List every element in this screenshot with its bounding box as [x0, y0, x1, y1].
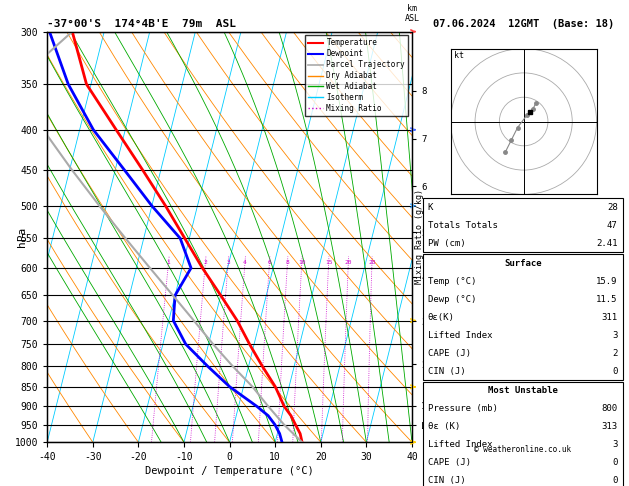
- Text: Surface: Surface: [504, 259, 542, 268]
- Text: 2: 2: [204, 260, 208, 265]
- Text: © weatheronline.co.uk: © weatheronline.co.uk: [474, 445, 571, 454]
- Text: Lifted Index: Lifted Index: [428, 330, 493, 340]
- Text: 10: 10: [298, 260, 306, 265]
- Text: CAPE (J): CAPE (J): [428, 458, 470, 468]
- Text: 1: 1: [167, 260, 170, 265]
- Text: 0: 0: [612, 458, 618, 468]
- Text: 15.9: 15.9: [596, 277, 618, 286]
- Text: km
ASL: km ASL: [404, 4, 420, 23]
- Text: 311: 311: [601, 312, 618, 322]
- Text: θε (K): θε (K): [428, 422, 460, 432]
- Text: 28: 28: [368, 260, 376, 265]
- Text: 2.41: 2.41: [596, 239, 618, 248]
- Text: 4: 4: [243, 260, 247, 265]
- Text: CIN (J): CIN (J): [428, 476, 465, 486]
- Text: Pressure (mb): Pressure (mb): [428, 404, 498, 414]
- Text: 0: 0: [612, 366, 618, 376]
- Text: Temp (°C): Temp (°C): [428, 277, 476, 286]
- Text: 313: 313: [601, 422, 618, 432]
- Text: PW (cm): PW (cm): [428, 239, 465, 248]
- Legend: Temperature, Dewpoint, Parcel Trajectory, Dry Adiabat, Wet Adiabat, Isotherm, Mi: Temperature, Dewpoint, Parcel Trajectory…: [305, 35, 408, 116]
- Text: 3: 3: [226, 260, 230, 265]
- Text: 3: 3: [612, 440, 618, 450]
- Text: 07.06.2024  12GMT  (Base: 18): 07.06.2024 12GMT (Base: 18): [433, 19, 615, 29]
- Text: θε(K): θε(K): [428, 312, 455, 322]
- Text: 11.5: 11.5: [596, 295, 618, 304]
- Text: 15: 15: [325, 260, 332, 265]
- Text: 8: 8: [286, 260, 289, 265]
- Text: kt: kt: [454, 51, 464, 60]
- Text: K: K: [428, 203, 433, 212]
- Text: 800: 800: [601, 404, 618, 414]
- Text: 0: 0: [612, 476, 618, 486]
- Text: 47: 47: [607, 221, 618, 230]
- Text: hPa: hPa: [16, 227, 26, 247]
- Text: CIN (J): CIN (J): [428, 366, 465, 376]
- Text: Totals Totals: Totals Totals: [428, 221, 498, 230]
- Text: 6: 6: [267, 260, 271, 265]
- Text: CAPE (J): CAPE (J): [428, 348, 470, 358]
- Text: 2: 2: [612, 348, 618, 358]
- Text: -37°00'S  174°4B'E  79m  ASL: -37°00'S 174°4B'E 79m ASL: [47, 19, 236, 30]
- Text: 3: 3: [612, 330, 618, 340]
- Text: Mixing Ratio (g/kg): Mixing Ratio (g/kg): [415, 190, 424, 284]
- Text: 28: 28: [607, 203, 618, 212]
- Text: Dewp (°C): Dewp (°C): [428, 295, 476, 304]
- X-axis label: Dewpoint / Temperature (°C): Dewpoint / Temperature (°C): [145, 466, 314, 476]
- Text: Lifted Index: Lifted Index: [428, 440, 493, 450]
- Text: 20: 20: [345, 260, 352, 265]
- Text: Most Unstable: Most Unstable: [487, 386, 558, 396]
